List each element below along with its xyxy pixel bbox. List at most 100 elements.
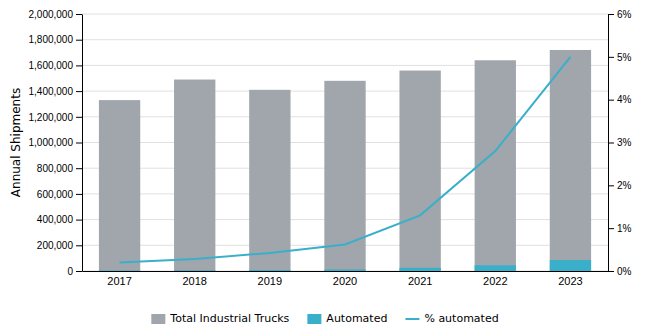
tick-mark — [76, 168, 82, 169]
tick-label: 1% — [617, 223, 632, 234]
bar — [399, 71, 440, 271]
bar — [550, 260, 591, 271]
tick-label: 400,000 — [37, 214, 74, 225]
axis-line — [83, 271, 609, 272]
tick: 2,000,000 — [29, 9, 83, 20]
legend-label: % automated — [424, 312, 498, 325]
tick-label: 2022 — [483, 275, 507, 287]
tick-label: 2,000,000 — [29, 9, 74, 20]
chart: 2017 2018 2019 2020 2021 2022 2023 0 200,000 400,… — [0, 0, 650, 333]
tick: 200,000 — [37, 240, 82, 251]
tick-label: 1,200,000 — [29, 112, 74, 123]
tick-label: 2% — [617, 180, 632, 191]
tick-mark — [76, 91, 82, 92]
tick-label: 1,400,000 — [29, 86, 74, 97]
legend-swatch — [307, 314, 321, 324]
y2-axis: 0% 1% 2% 3% 4% 5% 6% — [608, 9, 632, 277]
tick-label: 2017 — [107, 275, 131, 287]
tick-label: 3% — [617, 137, 632, 148]
bar — [174, 270, 215, 271]
legend-item: % automated — [405, 312, 498, 325]
bar-series — [99, 50, 591, 271]
grid-line — [82, 65, 608, 66]
tick-label: 1,600,000 — [29, 60, 74, 71]
tick: 2020 — [333, 275, 357, 287]
tick: 1,800,000 — [29, 34, 83, 45]
tick-mark — [608, 143, 614, 144]
tick: 1,200,000 — [29, 112, 83, 123]
bar — [324, 81, 365, 271]
tick-label: 2018 — [182, 275, 206, 287]
tick: 2019 — [258, 275, 282, 287]
bar — [550, 50, 591, 271]
tick-label: 200,000 — [37, 240, 74, 251]
legend: Total Industrial Trucks Automated % automa… — [151, 312, 498, 325]
bar — [249, 90, 290, 271]
tick-mark — [76, 143, 82, 144]
tick-mark — [76, 40, 82, 41]
tick: 2% — [608, 180, 632, 191]
tick-mark — [608, 185, 614, 186]
tick-mark — [608, 228, 614, 229]
legend-label: Automated — [326, 312, 387, 325]
line — [120, 57, 571, 263]
tick: 2021 — [408, 275, 432, 287]
tick: 1,400,000 — [29, 86, 83, 97]
legend-label: Total Industrial Trucks — [169, 312, 289, 325]
tick: 800,000 — [37, 163, 82, 174]
tick-label: 800,000 — [37, 163, 74, 174]
legend-swatch — [151, 314, 165, 324]
tick-mark — [76, 271, 82, 272]
tick: 2022 — [483, 275, 507, 287]
bar — [174, 80, 215, 271]
tick-mark — [608, 14, 614, 15]
tick: 600,000 — [37, 189, 82, 200]
tick-label: 1,800,000 — [29, 34, 74, 45]
grid-line — [82, 39, 608, 40]
tick: 6% — [608, 9, 632, 20]
tick: 2018 — [182, 275, 206, 287]
tick: 400,000 — [37, 214, 82, 225]
tick-mark — [76, 245, 82, 246]
tick-mark — [76, 220, 82, 221]
tick-mark — [608, 271, 614, 272]
tick-mark — [608, 57, 614, 58]
axis-line — [82, 15, 83, 272]
y-axis: 0 200,000 400,000 600,000 800,000 1,000,000 1,… — [29, 9, 83, 277]
tick: 0 — [67, 266, 82, 277]
tick: 3% — [608, 137, 632, 148]
plot-area — [99, 50, 591, 271]
bar — [475, 265, 516, 271]
x-axis: 2017 2018 2019 2020 2021 2022 2023 — [83, 272, 609, 287]
tick: 0% — [608, 266, 632, 277]
tick-label: 0 — [67, 266, 73, 277]
tick: 1% — [608, 223, 632, 234]
tick-mark — [608, 100, 614, 101]
bar-series — [99, 260, 591, 271]
tick-label: 4% — [617, 94, 632, 105]
bar — [399, 268, 440, 271]
tick-label: 5% — [617, 52, 632, 63]
tick-label: 600,000 — [37, 189, 74, 200]
tick-label: 2020 — [333, 275, 357, 287]
bar — [324, 269, 365, 271]
bar — [99, 100, 140, 271]
bar — [99, 270, 140, 271]
tick-label: 1,000,000 — [29, 137, 74, 148]
tick-mark — [76, 14, 82, 15]
tick-mark — [76, 194, 82, 195]
legend-item: Total Industrial Trucks — [151, 312, 289, 325]
legend-item: Automated — [307, 312, 387, 325]
grid-line — [82, 14, 608, 15]
tick: 2023 — [558, 275, 582, 287]
tick-mark — [76, 117, 82, 118]
legend-swatch — [405, 318, 419, 320]
tick-label: 2023 — [558, 275, 582, 287]
tick-label: 2019 — [258, 275, 282, 287]
tick-label: 0% — [617, 266, 632, 277]
tick: 2017 — [107, 275, 131, 287]
tick: 4% — [608, 94, 632, 105]
bar — [475, 60, 516, 271]
tick: 5% — [608, 52, 632, 63]
bar — [249, 270, 290, 271]
